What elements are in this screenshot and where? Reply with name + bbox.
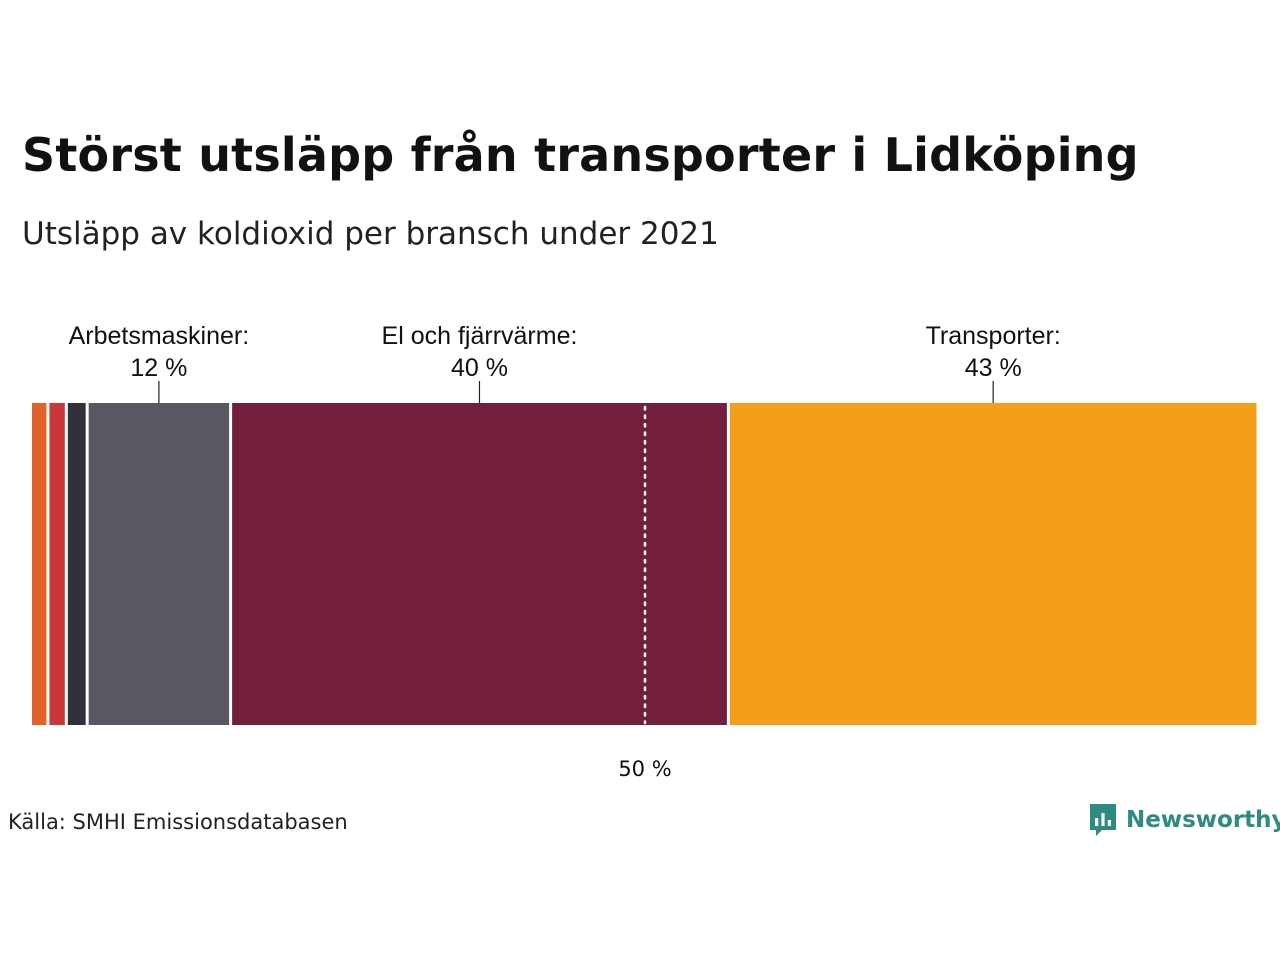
segment-share-label: 43 % <box>965 354 1022 382</box>
bar-segment <box>32 403 47 725</box>
brand-logo: Newsworthy <box>1088 802 1280 838</box>
bar-chart-speech-bubble-icon <box>1090 804 1116 836</box>
reference-line-label: 50 % <box>618 757 671 781</box>
segment-share-label: 40 % <box>451 354 508 382</box>
bar-segment <box>729 403 1257 725</box>
segment-share-label: 12 % <box>130 354 187 382</box>
segment-label: El och fjärrvärme: <box>382 322 578 350</box>
brand-name: Newsworthy <box>1126 807 1280 833</box>
source-note: Källa: SMHI Emissionsdatabasen <box>8 810 348 834</box>
chart-title: Störst utsläpp från transporter i Lidköp… <box>22 128 1139 182</box>
bar-segment <box>49 403 65 725</box>
bar-segment <box>88 403 230 725</box>
stacked-bar-chart: Arbetsmaskiner: 12 % El och fjärrvärme: 40 … <box>32 322 1257 781</box>
bar-segment <box>232 403 727 725</box>
chart-subtitle: Utsläpp av koldioxid per bransch under 2… <box>22 216 719 252</box>
bar-segment <box>67 403 86 725</box>
segment-label: Transporter: <box>926 322 1061 350</box>
segment-label: Arbetsmaskiner: <box>69 322 250 350</box>
